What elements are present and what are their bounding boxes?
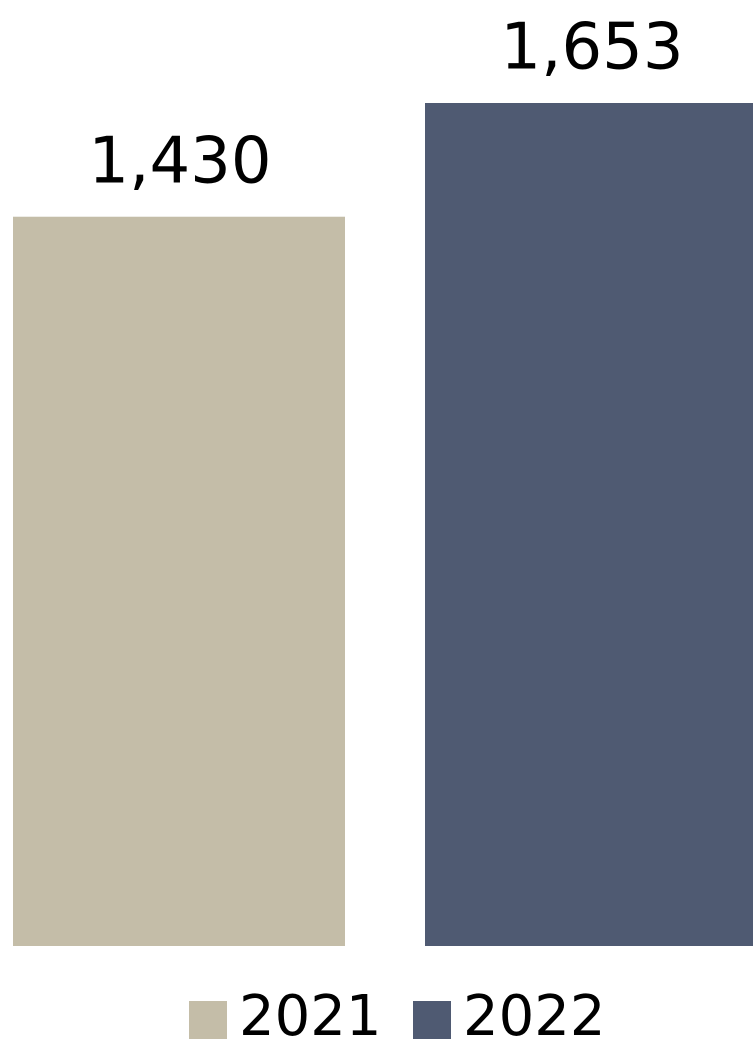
value-label: 1,653 bbox=[500, 11, 683, 85]
legend-swatch bbox=[413, 1001, 451, 1039]
legend-swatch bbox=[189, 1001, 227, 1039]
legend-label: 2021 bbox=[239, 984, 382, 1044]
bar bbox=[425, 103, 753, 946]
legend-label: 2022 bbox=[463, 984, 606, 1044]
bar bbox=[13, 216, 345, 946]
value-label: 1,430 bbox=[88, 124, 271, 198]
